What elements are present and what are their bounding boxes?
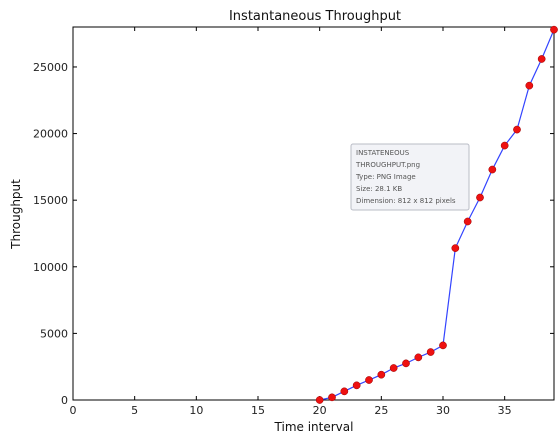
data-point: [377, 370, 386, 379]
x-axis-title: Time interval: [274, 420, 354, 434]
data-point: [352, 381, 361, 390]
x-tick-label: 20: [313, 404, 327, 417]
tooltip-box: [350, 143, 470, 211]
x-tick-label: 10: [189, 404, 203, 417]
y-tick-label: 10000: [33, 261, 68, 274]
series-line: [319, 29, 555, 401]
axis-ticks: 0 5 10 15 20 25 30 35 0 5000 10000 15000 20000 25000: [33, 27, 554, 417]
data-point: [537, 55, 546, 63]
data-point: [402, 359, 410, 368]
x-tick-label: 30: [436, 404, 450, 417]
y-tick-label: 5000: [40, 327, 68, 340]
plot-area-frame: [72, 26, 555, 401]
data-point: [476, 193, 484, 202]
file-info-tooltip: INSTATENEOUS THROUGHPUT.png Type: PNG Im…: [350, 143, 470, 211]
y-tick-label: 20000: [33, 128, 68, 141]
data-point: [426, 348, 435, 356]
x-tick-label: 25: [374, 404, 388, 417]
data-point: [488, 165, 497, 174]
x-tick-label: 0: [70, 404, 77, 417]
data-point: [328, 393, 336, 402]
tooltip-line: Size: 28.1 KB: [356, 185, 402, 193]
y-tick-label: 0: [61, 394, 68, 407]
data-point: [365, 376, 373, 384]
data-point: [439, 341, 447, 350]
y-tick-label: 25000: [33, 61, 68, 74]
data-point: [414, 353, 423, 362]
y-axis-title: Throughput: [9, 179, 23, 250]
tooltip-line: THROUGHPUT.png: [355, 161, 420, 169]
data-point: [315, 396, 324, 404]
data-point: [513, 125, 521, 134]
data-point: [500, 141, 509, 150]
data-point: [389, 364, 398, 372]
data-point: [550, 25, 558, 34]
tooltip-line: Dimension: 812 x 812 pixels: [356, 197, 456, 205]
x-tick-label: 15: [251, 404, 265, 417]
x-tick-label: 5: [131, 404, 138, 417]
data-point: [451, 244, 460, 252]
data-point: [525, 81, 534, 90]
data-points: [315, 25, 558, 404]
data-point: [340, 387, 349, 396]
y-tick-label: 15000: [33, 194, 68, 207]
tooltip-line: Type: PNG Image: [355, 173, 416, 181]
tooltip-line: INSTATENEOUS: [356, 149, 410, 157]
chart-title: Instantaneous Throughput: [229, 9, 401, 24]
data-point: [463, 217, 472, 226]
x-tick-label: 35: [498, 404, 512, 417]
